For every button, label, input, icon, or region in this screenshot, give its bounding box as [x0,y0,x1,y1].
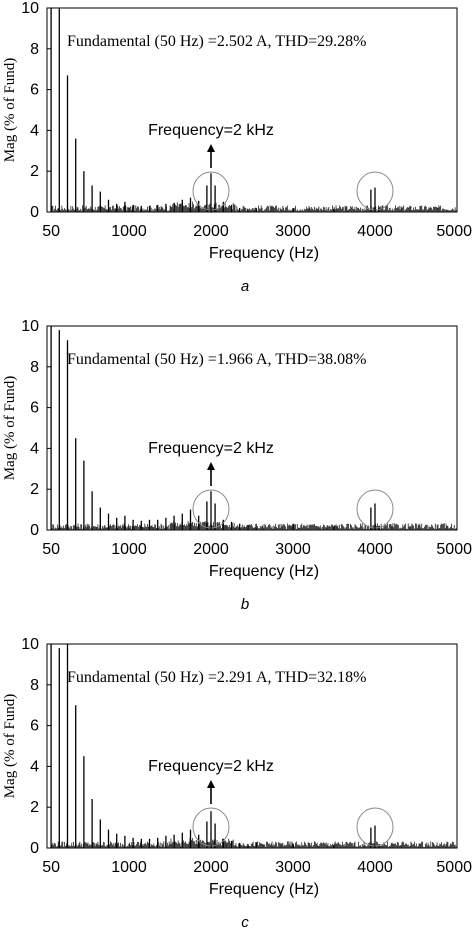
x-tick-label: 5000 [436,223,472,240]
fundamental-annotation: Fundamental (50 Hz) =1.966 A, THD=38.08% [67,351,367,368]
x-tick-label: 50 [42,859,60,876]
y-tick-label: 10 [21,636,39,653]
harmonic-bars [50,644,380,848]
y-tick-label: 8 [30,677,39,694]
noise-floor [51,520,457,530]
y-tick-label: 4 [30,122,39,139]
x-tick-label: 50 [42,223,60,240]
x-tick-label: 4000 [357,223,393,240]
y-axis-label: Mag (% of Fund) [2,376,18,481]
y-tick-label: 10 [21,318,39,335]
x-tick-label: 1000 [111,859,147,876]
harmonic-bars [50,326,380,530]
y-tick-label: 2 [30,481,39,498]
x-tick-label: 1000 [111,541,147,558]
chart-panel-c: 0 2 4 6 8 10 50 1000 2000 3000 4000 5000 Frequency (… [0,636,474,940]
frequency-callout: Frequency=2 kHz [148,440,274,457]
x-tick-label: 3000 [275,541,311,558]
y-tick-label: 4 [30,758,39,775]
x-tick-label: 50 [42,541,60,558]
x-axis-label: Frequency (Hz) [209,881,319,898]
y-tick-label: 8 [30,41,39,58]
y-tick-label: 0 [30,840,39,857]
x-tick-label: 5000 [436,859,472,876]
callout-arrowhead [207,144,215,152]
x-tick-label: 4000 [357,859,393,876]
harmonic-bars [50,8,380,212]
y-axis-label: Mag (% of Fund) [2,694,18,799]
callout-arrowhead [207,462,215,470]
fundamental-annotation: Fundamental (50 Hz) =2.502 A, THD=29.28% [67,33,367,50]
noise-floor [51,201,457,212]
y-tick-label: 6 [30,718,39,735]
chart-panel-b: 0 2 4 6 8 10 50 1000 2000 3000 4000 5000 Frequency (… [0,318,474,618]
x-tick-label: 4000 [357,541,393,558]
x-tick-label: 1000 [111,223,147,240]
x-tick-label: 2000 [193,859,229,876]
y-tick-label: 4 [30,440,39,457]
x-tick-label: 3000 [275,223,311,240]
panel-label: a [241,278,249,295]
callout-arrowhead [207,780,215,788]
y-tick-label: 0 [30,204,39,221]
x-tick-label: 2000 [193,541,229,558]
chart-svg-b: 0 2 4 6 8 10 50 1000 2000 3000 4000 5000 Frequency (… [2,318,472,613]
y-tick-label: 8 [30,359,39,376]
y-tick-label: 10 [21,0,39,17]
noise-floor [51,837,457,848]
panel-label: b [241,596,249,613]
x-axis-label: Frequency (Hz) [209,563,319,580]
x-tick-label: 3000 [275,859,311,876]
x-tick-label: 5000 [436,541,472,558]
x-axis-label: Frequency (Hz) [209,245,319,262]
frequency-callout: Frequency=2 kHz [148,122,274,139]
fundamental-annotation: Fundamental (50 Hz) =2.291 A, THD=32.18% [67,669,367,686]
y-tick-label: 0 [30,522,39,539]
y-tick-label: 2 [30,799,39,816]
y-tick-label: 6 [30,400,39,417]
frequency-callout: Frequency=2 kHz [148,758,274,775]
y-tick-label: 6 [30,82,39,99]
chart-svg-c: 0 2 4 6 8 10 50 1000 2000 3000 4000 5000 Frequency (… [2,636,472,931]
panel-label: c [241,914,249,931]
y-axis-label: Mag (% of Fund) [2,58,18,163]
x-tick-label: 2000 [193,223,229,240]
y-tick-label: 2 [30,163,39,180]
chart-svg-a: 0 2 4 6 8 10 50 1000 2000 3000 4000 5000 Frequency (… [2,0,472,295]
chart-panel-a: 0 2 4 6 8 10 50 1000 2000 3000 4000 5000 Frequency (… [0,0,474,300]
